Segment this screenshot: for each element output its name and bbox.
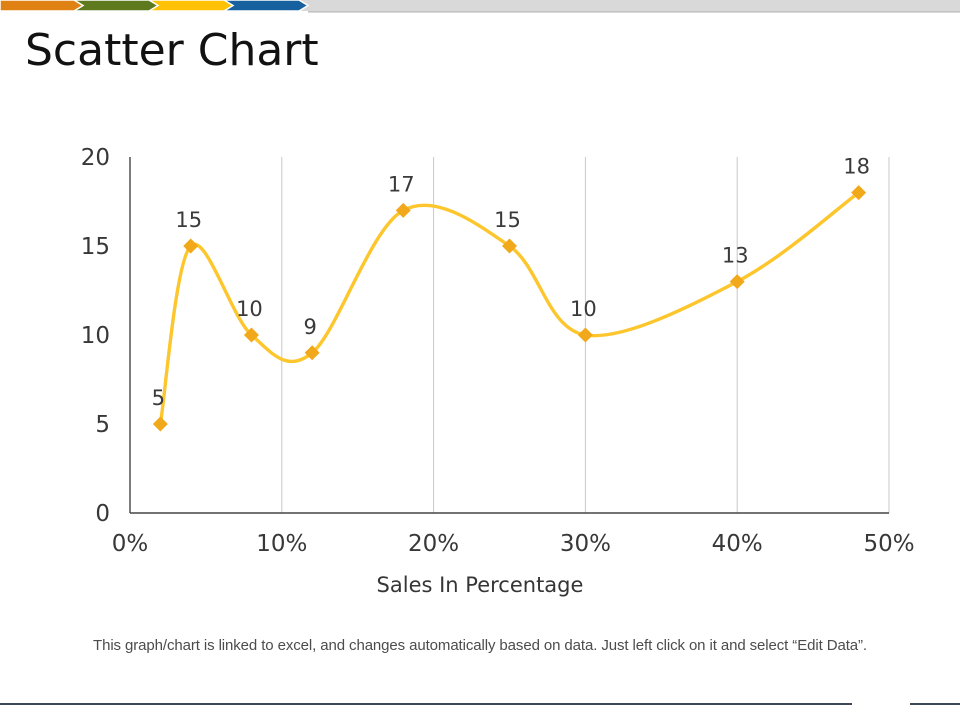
x-tick-label: 30% bbox=[560, 531, 611, 557]
data-point-marker bbox=[304, 345, 320, 361]
banner-bar-shadow bbox=[308, 11, 960, 13]
bottom-rule-right bbox=[910, 703, 960, 705]
data-label: 9 bbox=[303, 315, 316, 339]
data-point-marker bbox=[152, 416, 168, 432]
data-point-marker bbox=[502, 238, 517, 254]
data-label: 15 bbox=[175, 208, 202, 232]
data-point-marker bbox=[729, 274, 745, 290]
top-banner bbox=[0, 0, 960, 13]
data-point-marker bbox=[395, 202, 411, 218]
data-label: 10 bbox=[570, 297, 597, 321]
data-label: 13 bbox=[722, 244, 749, 268]
x-tick-label: 20% bbox=[408, 531, 459, 557]
y-tick-label: 5 bbox=[95, 412, 110, 438]
data-label: 17 bbox=[388, 172, 415, 196]
x-axis-title: Sales In Percentage bbox=[376, 573, 584, 597]
banner-bar bbox=[0, 0, 960, 11]
data-label: 15 bbox=[494, 208, 521, 232]
x-tick-label: 10% bbox=[256, 531, 307, 557]
bottom-rule-left bbox=[0, 703, 852, 705]
y-tick-label: 20 bbox=[81, 145, 110, 171]
x-tick-label: 40% bbox=[712, 531, 763, 557]
x-tick-label: 0% bbox=[112, 531, 149, 557]
data-point-marker bbox=[577, 327, 593, 343]
y-tick-label: 0 bbox=[95, 501, 110, 527]
data-label: 10 bbox=[236, 297, 263, 321]
y-tick-label: 15 bbox=[81, 234, 110, 260]
x-tick-label: 50% bbox=[863, 531, 914, 557]
data-label: 18 bbox=[843, 155, 870, 179]
data-point-marker bbox=[851, 185, 867, 201]
data-point-marker bbox=[243, 327, 259, 343]
chevron-orange-icon bbox=[0, 0, 85, 12]
data-label: 5 bbox=[152, 386, 165, 410]
slide-title: Scatter Chart bbox=[25, 25, 319, 76]
footer-note: This graph/chart is linked to excel, and… bbox=[93, 637, 867, 654]
y-tick-label: 10 bbox=[81, 323, 110, 349]
data-point-marker bbox=[183, 238, 199, 254]
